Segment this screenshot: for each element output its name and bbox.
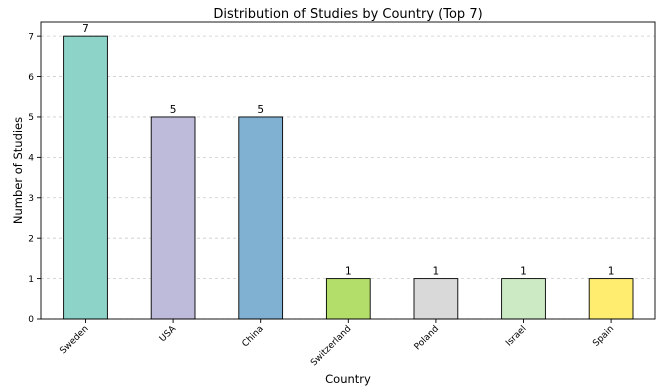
y-tick-label: 6 [28, 73, 34, 83]
gridlines [41, 35, 655, 320]
y-tick-label: 2 [28, 234, 34, 244]
chart-title: Distribution of Studies by Country (Top … [213, 7, 482, 22]
data-label: 1 [433, 266, 440, 278]
y-tick-label: 0 [28, 315, 34, 325]
x-tick-label: USA [158, 323, 179, 344]
bar-poland [413, 278, 459, 320]
bar-sweden [63, 35, 108, 320]
y-axis-label: Number of Studies [11, 117, 25, 224]
x-axis-label: Country [325, 372, 371, 386]
bar-china [238, 116, 284, 320]
bars [63, 35, 634, 320]
data-labels: 7 5 5 1 1 1 1 [82, 23, 614, 277]
data-label: 1 [520, 266, 527, 278]
y-tick-label: 5 [28, 113, 34, 123]
y-tick-label: 7 [28, 32, 34, 42]
data-label: 5 [170, 104, 177, 116]
y-axis-ticks: 0 1 2 3 4 5 6 7 [28, 32, 41, 325]
bar-switzerland [325, 278, 371, 320]
x-tick-label: China [241, 324, 266, 349]
x-tick-label: Switzerland [309, 324, 353, 368]
bar-spain [588, 278, 634, 320]
x-tick-label: Israel [504, 324, 528, 348]
data-label: 1 [608, 266, 615, 278]
bar-usa [150, 116, 196, 320]
data-label: 1 [345, 266, 352, 278]
data-label: 5 [257, 104, 264, 116]
y-tick-label: 1 [28, 275, 34, 285]
x-tick-label: Poland [413, 324, 441, 352]
x-axis-ticks: Sweden USA China Switzerland Poland Israel Spa… [58, 319, 616, 368]
y-tick-label: 4 [28, 154, 34, 164]
data-label: 7 [82, 23, 89, 35]
y-tick-label: 3 [28, 194, 34, 204]
x-tick-label: Sweden [58, 324, 90, 356]
x-tick-label: Spain [591, 324, 616, 349]
bar-israel [501, 278, 546, 320]
